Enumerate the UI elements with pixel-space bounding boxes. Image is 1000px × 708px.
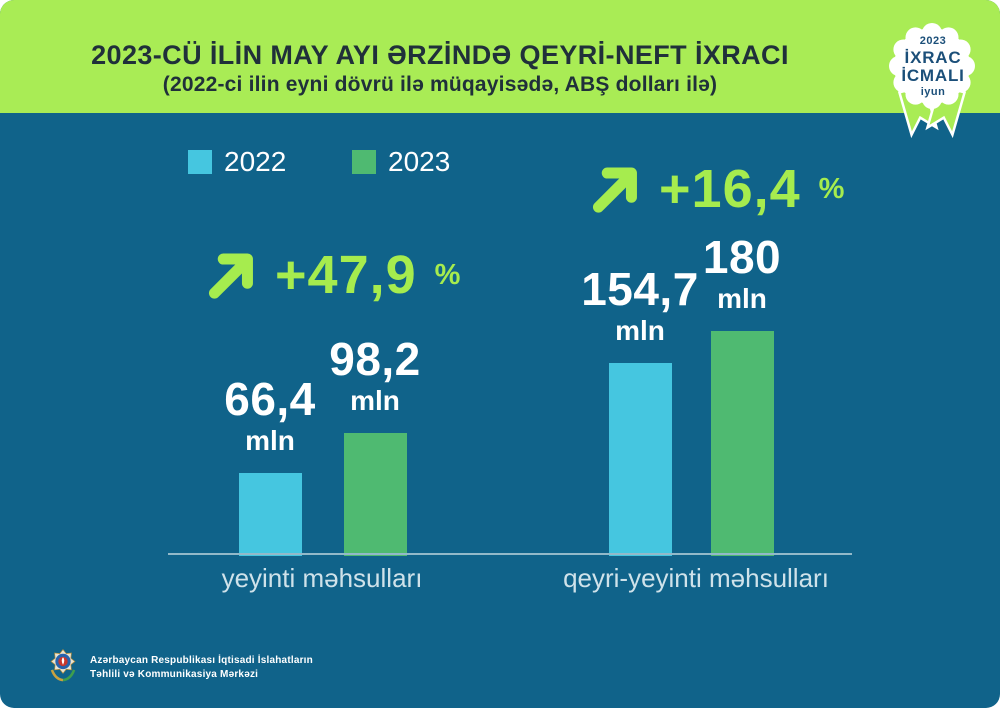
page-subtitle: (2022-ci ilin eyni dövrü ilə müqayisədə,… (162, 73, 718, 96)
legend-item-2023: 2023 (352, 146, 450, 178)
rosette-ribbon-icon (889, 23, 975, 139)
category-label-nonfood: qeyri-yeyinti məhsulları (563, 563, 829, 593)
growth-arrow-icon (208, 253, 253, 299)
bar-value-label: 154,7 mln (581, 266, 699, 348)
bar-value: 98,2 (329, 333, 421, 386)
legend-swatch-2023 (352, 150, 376, 174)
bar-value: 66,4 (224, 373, 316, 426)
growth-annotation-food: +47,9 % (204, 246, 460, 304)
bar-nonfood-2023 (710, 331, 774, 556)
bar-unit: mln (350, 385, 400, 416)
state-emblem-icon (50, 649, 76, 682)
badge-title-line2: İCMALI (901, 66, 965, 85)
page-title: 2023-CÜ İLİN MAY AYI ƏRZİNDƏ QEYRİ-NEFT … (91, 40, 789, 70)
bar-value: 180 (702, 231, 782, 284)
footer-org-line2: Təhlili və Kommunikasiya Mərkəzi (90, 669, 259, 680)
legend-label-2023: 2023 (388, 146, 451, 177)
bar-column-nonfood-2023: 180 mln (662, 234, 822, 556)
bar-nonfood-2022 (608, 363, 672, 556)
edition-badge: 2023 İXRAC İCMALI iyun (876, 18, 990, 148)
footer-organization: Azərbaycan Respublikası İqtisadi İslahat… (90, 654, 313, 682)
badge-month: iyun (920, 86, 946, 98)
bar-unit: mln (615, 315, 665, 346)
growth-value-food: +47,9 (275, 245, 417, 305)
bar-value: 154,7 (581, 263, 699, 316)
bar-unit: mln (245, 425, 295, 456)
baseline-axis (168, 553, 852, 555)
header-band: 2023-CÜ İLİN MAY AYI ƏRZİNDƏ QEYRİ-NEFT … (0, 0, 1000, 113)
legend-item-2022: 2022 (188, 146, 286, 178)
bar-value-label: 66,4 mln (224, 376, 316, 458)
growth-value-nonfood: +16,4 (659, 159, 801, 219)
bar-food-2023 (343, 433, 407, 556)
bar-column-food-2023: 98,2 mln (295, 336, 455, 556)
bar-value-label: 98,2 mln (329, 336, 421, 418)
growth-percent-sign-nonfood: % (818, 172, 845, 205)
bar-food-2022 (238, 473, 302, 556)
category-label-food: yeyinti məhsulları (221, 563, 423, 593)
bar-column-food-2022: 66,4 mln (190, 376, 350, 556)
badge-year: 2023 (919, 35, 947, 47)
bar-column-nonfood-2022: 154,7 mln (560, 266, 720, 556)
footer-org-line1: Azərbaycan Respublikası İqtisadi İslahat… (90, 655, 313, 666)
growth-annotation-nonfood: +16,4 % (588, 160, 844, 218)
bar-unit: mln (717, 283, 767, 314)
growth-percent-sign-food: % (434, 258, 461, 291)
badge-title-line1: İXRAC (904, 48, 962, 67)
bar-value-label: 180 mln (703, 234, 781, 316)
legend-label-2022: 2022 (224, 146, 287, 177)
legend-swatch-2022 (188, 150, 212, 174)
growth-arrow-icon (592, 167, 637, 213)
